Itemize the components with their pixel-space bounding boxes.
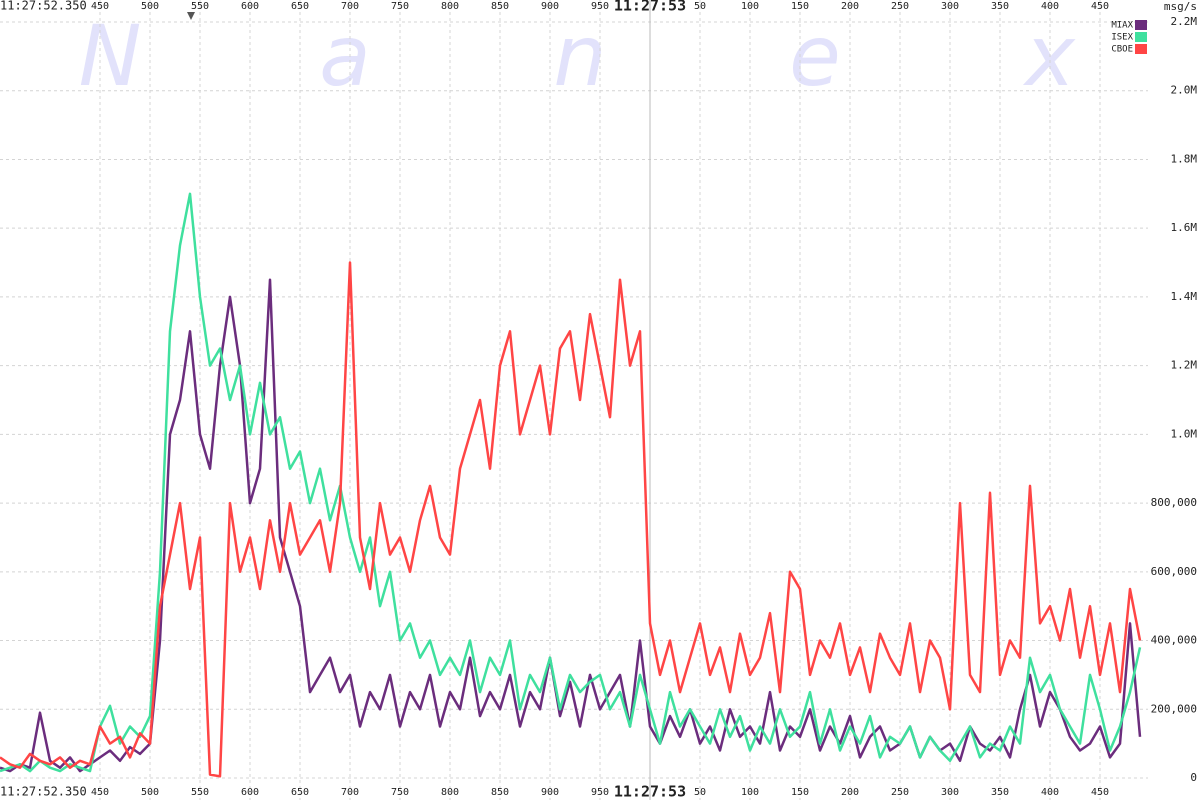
x-tick-label: 11:27:53: [614, 0, 686, 15]
x-tick-label: 900: [541, 787, 559, 798]
x-tick-label: 450: [1091, 787, 1109, 798]
x-tick-label: 50: [694, 787, 706, 798]
legend-label: MIAX: [1111, 21, 1133, 31]
x-tick-label: 250: [891, 1, 909, 12]
x-tick-label: 11:27:53: [614, 783, 686, 800]
watermark-letter: x: [1022, 7, 1076, 105]
x-tick-label: 200: [841, 787, 859, 798]
x-tick-label: 850: [491, 1, 509, 12]
x-tick-label: 350: [991, 787, 1009, 798]
x-tick-label: 350: [991, 1, 1009, 12]
x-tick-label: 750: [391, 1, 409, 12]
y-tick-label: 800,000: [1151, 496, 1197, 509]
y-axis-label: msg/s: [1164, 0, 1197, 13]
y-tick-label: 2.2M: [1171, 15, 1198, 28]
x-tick-label: 300: [941, 1, 959, 12]
x-tick-label: 850: [491, 787, 509, 798]
watermark-letter: e: [789, 7, 841, 105]
x-tick-label: 150: [791, 787, 809, 798]
x-tick-label: 400: [1041, 1, 1059, 12]
x-tick-label: 650: [291, 1, 309, 12]
x-tick-label: 11:27:52.350: [0, 785, 87, 799]
series-line: [0, 278, 1142, 773]
x-tick-label: 650: [291, 787, 309, 798]
y-tick-label: 0: [1190, 771, 1197, 784]
marker: [187, 12, 195, 20]
x-tick-label: 100: [741, 1, 759, 12]
plot: [0, 192, 1142, 778]
x-tick-label: 800: [441, 787, 459, 798]
legend-label: ISEX: [1111, 33, 1133, 43]
x-tick-label: 700: [341, 787, 359, 798]
x-tick-label: 300: [941, 787, 959, 798]
y-tick-label: 2.0M: [1171, 84, 1198, 97]
x-tick-label: 600: [241, 787, 259, 798]
x-tick-label: 11:27:52.350: [0, 0, 87, 13]
watermark-letter: N: [79, 7, 142, 105]
x-tick-label: 800: [441, 1, 459, 12]
y-tick-label: 1.0M: [1171, 427, 1198, 440]
x-tick-label: 750: [391, 787, 409, 798]
grid: [0, 0, 1148, 800]
y-tick-label: 200,000: [1151, 702, 1197, 715]
y-tick-label: 400,000: [1151, 634, 1197, 647]
x-tick-label: 950: [591, 787, 609, 798]
x-tick-label: 700: [341, 1, 359, 12]
x-tick-label: 550: [191, 787, 209, 798]
watermark-letter: a: [319, 7, 370, 105]
x-tick-label: 400: [1041, 787, 1059, 798]
x-tick-label: 250: [891, 787, 909, 798]
x-tick-label: 150: [791, 1, 809, 12]
x-tick-label: 550: [191, 1, 209, 12]
x-tick-label: 600: [241, 1, 259, 12]
legend-label: CBOE: [1111, 45, 1133, 55]
y-tick-label: 600,000: [1151, 565, 1197, 578]
y-tick-label: 1.2M: [1171, 359, 1198, 372]
y-tick-label: 1.8M: [1171, 152, 1198, 165]
y-tick-label: 1.6M: [1171, 221, 1198, 234]
x-tick-label: 200: [841, 1, 859, 12]
series-line: [0, 261, 1142, 778]
x-tick-label: 950: [591, 1, 609, 12]
x-tick-label: 50: [694, 1, 706, 12]
x-tick-label: 500: [141, 787, 159, 798]
watermark-letter: n: [553, 7, 606, 105]
legend-swatch: [1135, 44, 1147, 54]
x-tick-label: 450: [1091, 1, 1109, 12]
x-tick-label: 450: [91, 1, 109, 12]
series-line: [0, 192, 1142, 773]
legend-swatch: [1135, 32, 1147, 42]
x-tick-label: 100: [741, 787, 759, 798]
x-tick-label: 500: [141, 1, 159, 12]
y-tick-label: 1.4M: [1171, 290, 1198, 303]
x-tick-label: 450: [91, 787, 109, 798]
legend-swatch: [1135, 20, 1147, 30]
x-tick-label: 900: [541, 1, 559, 12]
